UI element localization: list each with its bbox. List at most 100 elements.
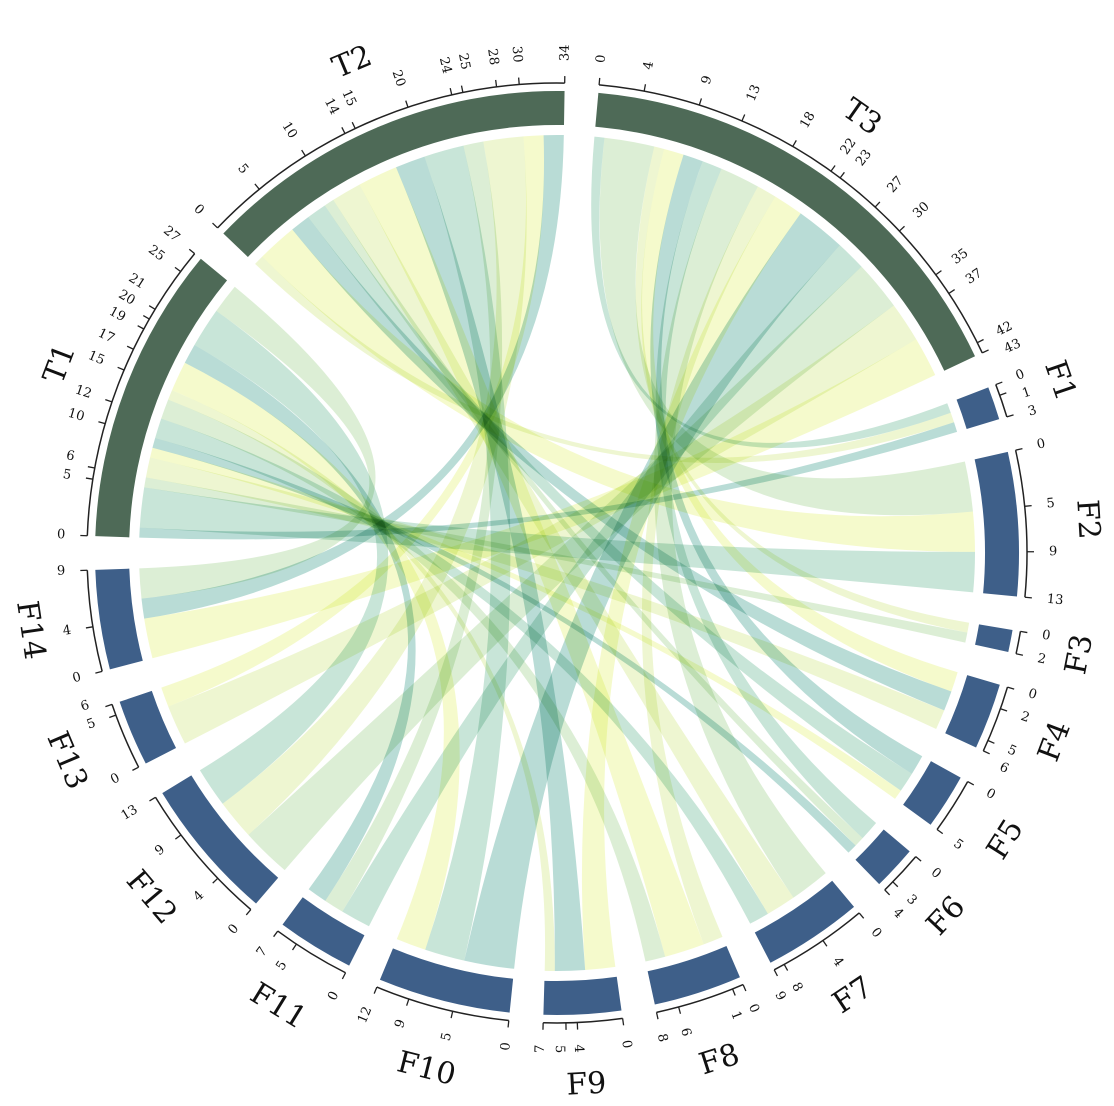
tick-t3-37: [948, 289, 956, 294]
segment-t2: [223, 91, 565, 257]
tick-f4-0: [1007, 686, 1015, 690]
tick-f11-7: [273, 930, 279, 938]
tick-label-t2-24: 24: [436, 56, 454, 75]
tick-f10-12: [373, 986, 378, 994]
tick-label-t3-4: 4: [641, 60, 657, 71]
ribbon-T2-F10: [424, 145, 511, 961]
tick-f10-9: [406, 998, 410, 1006]
tick-f7-9: [773, 969, 779, 977]
tick-t3-23: [839, 171, 845, 179]
axis-f12: [154, 796, 252, 911]
tick-f1-1: [999, 392, 1007, 396]
tick-label-f6-0: 0: [928, 865, 944, 882]
tick-t2-10: [301, 149, 306, 157]
tick-label-t2-15: 15: [338, 88, 359, 109]
tick-label-t3-23: 23: [853, 147, 875, 169]
tick-label-t2-20: 20: [389, 68, 408, 88]
tick-label-t2-0: 0: [191, 202, 207, 219]
tick-t1-21: [148, 305, 156, 310]
tick-t3-43: [981, 349, 989, 354]
tick-label-t3-18: 18: [797, 109, 818, 131]
segment-label-f5: F5: [980, 813, 1031, 865]
tick-label-t1-6: 6: [65, 448, 76, 464]
ribbon-T1-F10: [171, 362, 460, 950]
tick-label-f13-6: 6: [79, 698, 92, 715]
segment-label-f8: F8: [695, 1037, 744, 1083]
tick-f13-6: [105, 703, 113, 708]
segment-f5: [903, 761, 961, 825]
tick-label-t3-9: 9: [699, 74, 716, 86]
tick-label-t1-20: 20: [116, 287, 138, 308]
tick-label-f4-0: 0: [1026, 686, 1038, 703]
ribbon-T3-F11: [342, 245, 862, 927]
tick-f7-0: [858, 912, 865, 919]
tick-f11-0: [341, 972, 347, 980]
tick-label-t2-5: 5: [234, 161, 251, 177]
segment-f14: [95, 568, 143, 670]
tick-f6-0: [915, 856, 922, 862]
tick-f12-9: [174, 834, 182, 840]
tick-t2-20: [405, 100, 409, 108]
axis-f7: [773, 912, 860, 971]
segment-label-f2: F2: [1069, 498, 1106, 540]
tick-f3-2: [1015, 653, 1024, 656]
tick-label-t2-14: 14: [321, 96, 342, 118]
segment-f8: [647, 946, 740, 1005]
segment-label-f3: F3: [1058, 631, 1100, 677]
tick-t1-15: [117, 366, 125, 371]
tick-f13-0: [132, 766, 139, 771]
tick-f8-1: [731, 988, 736, 996]
segment-t1: [95, 258, 228, 538]
tick-label-f10-9: 9: [392, 1018, 409, 1031]
tick-f3-0: [1020, 630, 1028, 634]
tick-label-f1-0: 0: [1014, 367, 1027, 384]
tick-label-f6-3: 3: [903, 892, 919, 909]
segment-label-f9: F9: [566, 1066, 608, 1103]
axis-t2: [217, 82, 565, 229]
ribbon-T1-F14: [139, 286, 376, 599]
tick-t2-25: [460, 85, 464, 93]
tick-f6-4: [884, 889, 891, 896]
segment-label-f11: F11: [244, 976, 313, 1037]
segment-f1: [956, 387, 1000, 430]
tick-t1-12: [105, 399, 113, 403]
tick-label-f11-0: 0: [325, 989, 342, 1003]
tick-f6-3: [892, 881, 899, 888]
tick-t1-20: [142, 315, 150, 320]
tick-f13-5: [109, 714, 117, 719]
tick-f10-5: [450, 1011, 454, 1019]
tick-label-t3-27: 27: [885, 174, 907, 196]
tick-f10-0: [507, 1020, 510, 1028]
segment-label-f12: F12: [119, 863, 184, 931]
tick-t3-27: [874, 201, 881, 208]
tick-f8-8: [655, 1012, 659, 1020]
tick-label-f13-5: 5: [85, 716, 98, 733]
tick-label-f3-0: 0: [1041, 628, 1052, 644]
tick-f4-2: [1000, 708, 1008, 712]
tick-f2-5: [1024, 504, 1032, 507]
tick-f4-6: [983, 750, 990, 755]
tick-t3-4: [643, 84, 647, 92]
tick-t3-42: [977, 338, 984, 344]
tick-t3-22: [830, 165, 836, 172]
tick-label-f4-5: 5: [1005, 742, 1019, 759]
tick-t1-27: [188, 248, 196, 255]
tick-label-f10-0: 0: [498, 1042, 514, 1052]
axis-f10: [376, 986, 509, 1022]
ribbon-T3-F14: [144, 339, 936, 659]
tick-label-f12-9: 9: [152, 842, 168, 859]
tick-f8-6: [678, 1006, 682, 1014]
segment-f4: [945, 675, 1000, 748]
tick-label-f14-0: 0: [71, 670, 83, 687]
segment-label-f1: F1: [1037, 356, 1083, 405]
axis-f2: [1014, 450, 1028, 598]
tick-label-f14-4: 4: [62, 623, 73, 639]
segment-label-t2: T2: [327, 38, 377, 85]
tick-label-t1-19: 19: [106, 304, 128, 325]
tick-t1-6: [87, 466, 95, 469]
axis-f1: [995, 384, 1008, 418]
tick-label-f5-5: 5: [950, 836, 966, 853]
tick-f5-5: [936, 828, 944, 835]
